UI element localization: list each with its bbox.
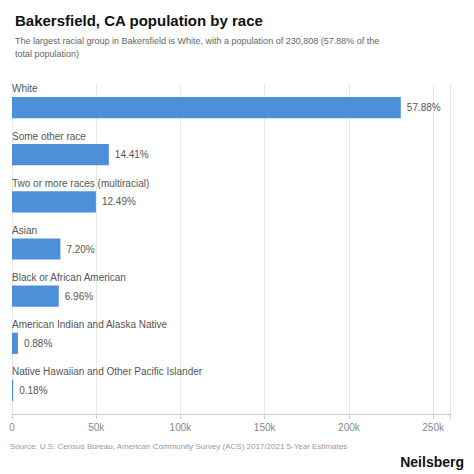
svg-text:150k: 150k xyxy=(254,422,277,433)
svg-text:Some other race: Some other race xyxy=(12,131,86,142)
svg-text:Bakersfield, CA population by: Bakersfield, CA population by race xyxy=(15,12,263,29)
svg-text:White: White xyxy=(12,83,38,94)
svg-text:7.20%: 7.20% xyxy=(66,244,94,255)
svg-text:Native Hawaiian and Other Paci: Native Hawaiian and Other Pacific Island… xyxy=(12,366,203,377)
svg-text:250k: 250k xyxy=(422,422,445,433)
svg-text:14.41%: 14.41% xyxy=(115,149,149,160)
svg-text:0: 0 xyxy=(9,422,15,433)
svg-text:total population): total population) xyxy=(15,49,79,59)
svg-text:Neilsberg: Neilsberg xyxy=(400,454,464,470)
svg-text:Two or more races (multiracial: Two or more races (multiracial) xyxy=(12,178,149,189)
svg-text:50k: 50k xyxy=(88,422,105,433)
svg-text:0.18%: 0.18% xyxy=(19,385,47,396)
svg-text:200k: 200k xyxy=(338,422,361,433)
svg-text:6.96%: 6.96% xyxy=(65,291,93,302)
svg-text:100k: 100k xyxy=(170,422,193,433)
svg-text:Source: U.S. Census Bureau, Am: Source: U.S. Census Bureau, American Com… xyxy=(10,442,347,451)
svg-text:12.49%: 12.49% xyxy=(102,196,136,207)
svg-text:American Indian and Alaska Nat: American Indian and Alaska Native xyxy=(12,319,168,330)
svg-text:0.88%: 0.88% xyxy=(24,338,52,349)
svg-text:The largest racial group in Ba: The largest racial group in Bakersfield … xyxy=(15,36,379,46)
svg-text:57.88%: 57.88% xyxy=(407,102,441,113)
svg-text:Asian: Asian xyxy=(12,225,37,236)
svg-text:Black or African American: Black or African American xyxy=(12,272,126,283)
